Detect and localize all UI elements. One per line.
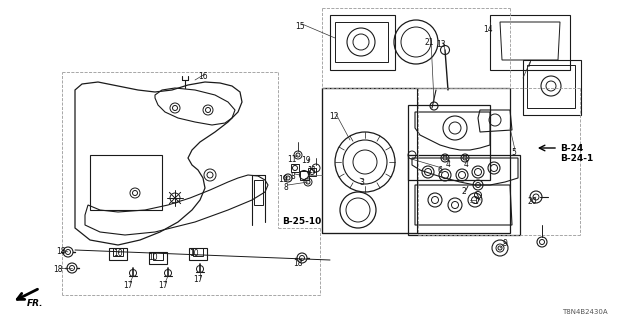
Text: 13: 13 xyxy=(436,39,446,49)
Bar xyxy=(149,252,167,264)
Text: 19: 19 xyxy=(301,156,311,164)
Text: 20: 20 xyxy=(527,196,537,205)
Text: 18: 18 xyxy=(56,247,66,257)
Text: 1: 1 xyxy=(474,197,478,206)
Text: 17: 17 xyxy=(158,281,168,290)
Bar xyxy=(300,171,309,180)
Bar xyxy=(113,248,123,256)
Text: B-24-1: B-24-1 xyxy=(560,154,593,163)
Text: B-24: B-24 xyxy=(560,143,583,153)
Bar xyxy=(490,15,570,70)
Text: 12: 12 xyxy=(329,111,339,121)
Bar xyxy=(322,88,510,233)
Text: 17: 17 xyxy=(193,276,203,284)
Bar xyxy=(322,88,417,233)
Bar xyxy=(291,164,299,172)
Text: 9: 9 xyxy=(502,239,508,249)
Bar xyxy=(523,60,581,115)
Bar xyxy=(408,155,520,235)
Text: 5: 5 xyxy=(511,148,516,156)
Bar xyxy=(254,180,263,205)
Bar xyxy=(330,15,395,70)
Text: 3: 3 xyxy=(360,178,364,187)
Bar xyxy=(189,248,207,260)
Text: 19: 19 xyxy=(278,174,288,183)
Text: 11: 11 xyxy=(307,165,317,174)
Bar xyxy=(109,248,127,260)
Text: 21: 21 xyxy=(424,37,434,46)
Text: 17: 17 xyxy=(123,281,133,290)
Text: 6: 6 xyxy=(438,165,442,174)
Text: 11: 11 xyxy=(287,155,297,164)
Text: 8: 8 xyxy=(284,182,289,191)
Bar xyxy=(153,252,163,260)
Text: 4: 4 xyxy=(445,159,451,169)
Text: 4: 4 xyxy=(463,159,468,169)
Text: 15: 15 xyxy=(295,21,305,30)
Text: 2: 2 xyxy=(461,188,467,196)
Text: 8: 8 xyxy=(291,172,296,180)
Text: 18: 18 xyxy=(293,260,303,268)
Bar xyxy=(408,105,490,180)
Text: T8N4B2430A: T8N4B2430A xyxy=(563,309,608,315)
Text: 18: 18 xyxy=(53,266,63,275)
Bar xyxy=(193,248,203,256)
Text: 7: 7 xyxy=(527,60,531,68)
Text: 10: 10 xyxy=(113,250,123,259)
Bar xyxy=(90,155,162,210)
Text: 10: 10 xyxy=(189,250,199,259)
Text: FR.: FR. xyxy=(27,300,44,308)
Text: 16: 16 xyxy=(198,71,208,81)
Text: 10: 10 xyxy=(148,252,158,261)
Text: 14: 14 xyxy=(483,25,493,34)
Bar xyxy=(308,168,316,176)
Text: B-25-10: B-25-10 xyxy=(282,218,321,227)
